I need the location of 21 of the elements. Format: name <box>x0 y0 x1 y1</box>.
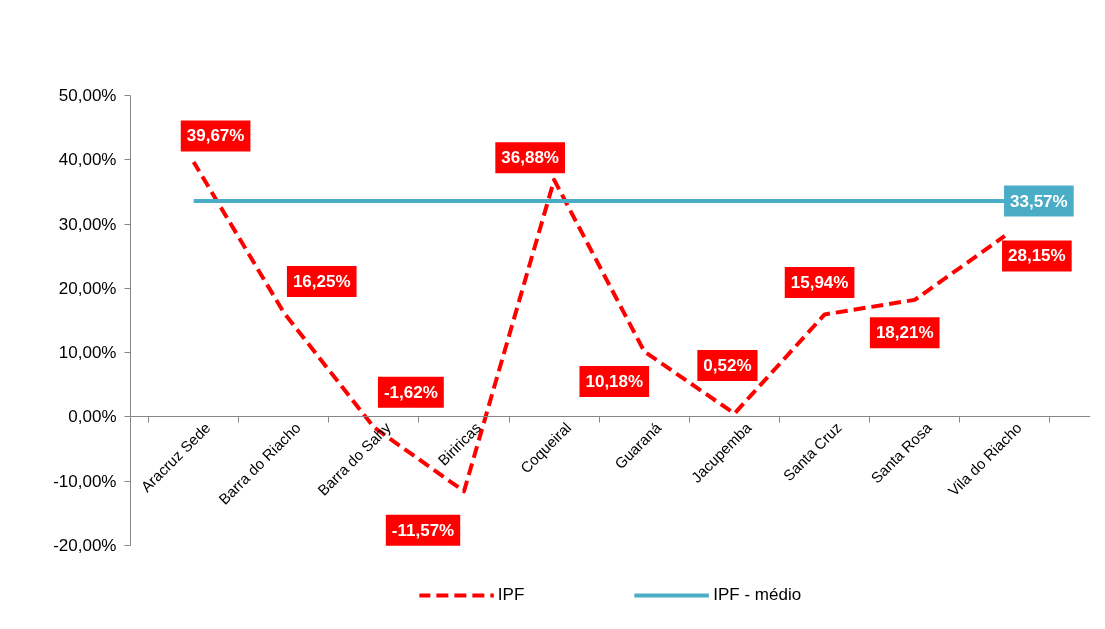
data-label: 18,21% <box>875 323 934 343</box>
y-tick-label: 50,00% <box>58 86 117 105</box>
y-tick-label: -10,00% <box>53 471 117 491</box>
data-label: 33,57% <box>1010 191 1068 211</box>
data-label: -11,57% <box>391 520 455 540</box>
y-tick-label: 10,00% <box>58 343 117 363</box>
data-label: 39,67% <box>186 126 245 146</box>
legend-label: IPF - médio <box>713 585 802 605</box>
legend-label: IPF <box>497 585 525 605</box>
data-label: 15,94% <box>790 272 849 292</box>
data-label: 0,52% <box>703 356 752 376</box>
data-label: 28,15% <box>1008 246 1066 266</box>
y-tick-label: 40,00% <box>58 150 117 170</box>
y-tick-label: 20,00% <box>58 278 117 298</box>
data-label: -1,62% <box>383 382 438 402</box>
y-tick-label: 0,00% <box>68 407 117 427</box>
y-tick-label: 30,00% <box>58 214 117 234</box>
data-label: 16,25% <box>292 271 351 291</box>
data-label: 36,88% <box>501 148 560 168</box>
data-label: 10,18% <box>585 371 644 391</box>
y-tick-label: -20,00% <box>53 536 117 555</box>
